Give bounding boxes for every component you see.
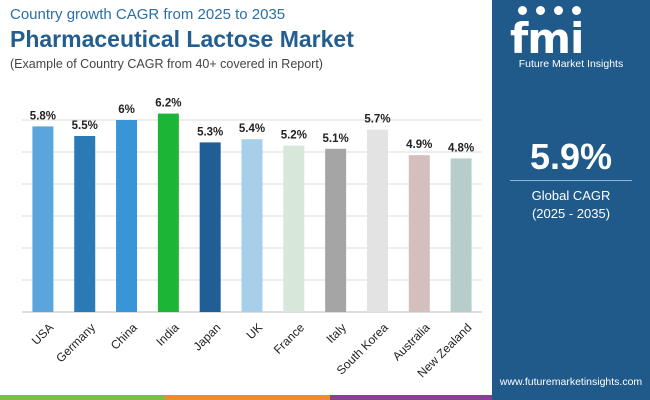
bar-china [116, 120, 138, 312]
global-cagr-value: 5.9% [529, 136, 613, 177]
brand-name: Future Market Insights [518, 58, 624, 70]
x-tick-label: France [271, 320, 308, 357]
x-tick-label: Germany [53, 320, 98, 365]
bar-value-label: 5.4% [239, 123, 265, 135]
bottom-strip-green [0, 395, 165, 400]
bar-uk [241, 139, 263, 312]
bar-italy [325, 148, 347, 312]
bar-chart: 5.8% USA 5.5% Germany 6% China 6.2% India 5.3% Ja… [22, 98, 482, 380]
x-tick-label: India [153, 320, 182, 349]
x-tick-label: USA [29, 320, 56, 347]
divider [510, 180, 632, 181]
bar-value-label: 5.5% [72, 120, 98, 132]
fmi-logo: fmi Future Market Insights [492, 0, 650, 80]
bar-value-label: 5.2% [281, 130, 307, 142]
global-cagr-label: Global CAGR [531, 188, 611, 203]
bottom-strip-purple [330, 395, 492, 400]
bar-india [157, 113, 179, 312]
bar-value-label: 5.3% [197, 126, 223, 138]
chart-title: Pharmaceutical Lactose Market [10, 26, 354, 52]
bar-value-label: 5.8% [30, 110, 56, 122]
bar-value-label: 4.9% [406, 139, 432, 151]
x-tick-label: Japan [190, 320, 223, 353]
logo-dots-icon [518, 6, 581, 15]
bar-japan [199, 142, 221, 312]
bar-south-korea [366, 129, 388, 312]
bar-france [283, 145, 305, 312]
summary-sidebar: fmi Future Market Insights 5.9% Global C… [492, 0, 650, 400]
chart-subtitle: Country growth CAGR from 2025 to 2035 [10, 6, 286, 23]
chart-note: (Example of Country CAGR from 40+ covere… [10, 57, 323, 71]
bar-value-label: 5.7% [364, 114, 390, 126]
bar-australia [408, 155, 430, 312]
x-tick-label: Australia [390, 320, 433, 363]
bar-usa [32, 126, 54, 313]
global-cagr-period: (2025 - 2035) [531, 206, 611, 221]
x-tick-label: China [108, 320, 140, 352]
bar-value-label: 6% [118, 104, 135, 116]
bar-value-label: 5.1% [323, 133, 349, 145]
bar-germany [74, 136, 96, 312]
x-tick-label: Italy [324, 320, 349, 345]
logo-text: fmi [510, 14, 584, 63]
bar-value-label: 4.8% [448, 142, 474, 154]
bottom-strip-orange [165, 395, 330, 400]
bar-value-label: 6.2% [155, 98, 181, 110]
x-tick-label: UK [244, 320, 266, 342]
chart-panel: Country growth CAGR from 2025 to 2035 Ph… [10, 6, 482, 380]
bar-new-zealand [450, 158, 472, 312]
website-link[interactable]: www.futuremarketinsights.com [499, 376, 643, 388]
